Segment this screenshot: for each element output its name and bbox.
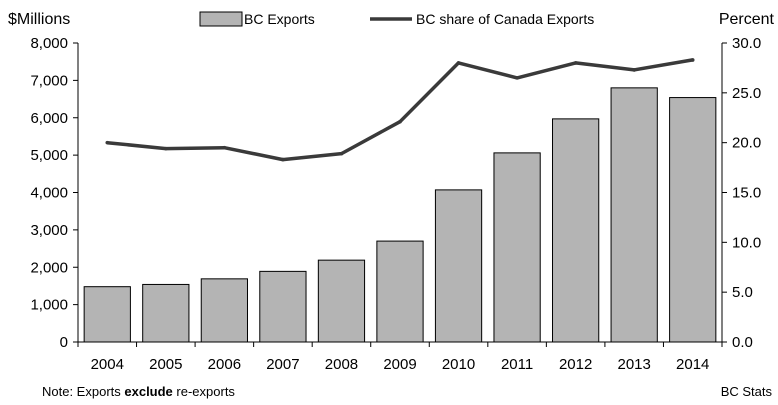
x-axis: 2004 2005 2006 2007 2008 2009 2010 2011 2012 2013…: [77, 342, 723, 373]
right-tick-label: 25.0: [732, 85, 761, 102]
share-point-2013: [632, 68, 636, 72]
x-tick-label: 2005: [149, 356, 182, 373]
footnote-bold: exclude: [124, 384, 172, 399]
share-point-2004: [105, 140, 110, 145]
share-point-2008: [339, 151, 344, 156]
line-series: [105, 58, 695, 162]
x-tick-label: 2008: [325, 356, 358, 373]
bar-2013: [610, 87, 658, 343]
x-tick-label: 2006: [208, 356, 241, 373]
bar-2012: [552, 118, 600, 343]
share-point-2011: [515, 76, 519, 80]
bar-2009: [376, 240, 424, 343]
x-tick-label: 2007: [266, 356, 299, 373]
bar-2010: [434, 189, 483, 343]
bar-2011: [493, 152, 541, 343]
right-tick-label: 30.0: [732, 35, 761, 52]
x-tick-label: 2012: [559, 356, 592, 373]
x-tick-label: 2004: [91, 356, 124, 373]
axes-frame: [77, 43, 723, 343]
left-tick-label: 1,000: [30, 297, 68, 314]
share-point-2006: [222, 145, 227, 150]
share-point-2005: [164, 146, 168, 151]
left-tick-label: 2,000: [30, 259, 68, 276]
footnote-prefix: Note: Exports: [42, 384, 124, 399]
bar-2014: [669, 97, 717, 343]
share-point-2009: [398, 119, 402, 124]
x-tick-label: 2014: [676, 356, 709, 373]
right-tick-label: 15.0: [732, 185, 761, 202]
left-tick-label: 3,000: [30, 222, 68, 239]
bar-2008: [317, 259, 366, 343]
x-tick-label: 2013: [617, 356, 650, 373]
share-point-2010: [456, 61, 461, 65]
right-axis: 0.0 5.0 10.0 15.0 20.0 25.0 30.0: [722, 35, 761, 351]
footnote-suffix: re-exports: [173, 384, 236, 399]
left-tick-label: 4,000: [30, 185, 68, 202]
left-tick-label: 5,000: [30, 147, 68, 164]
x-tick-label: 2009: [383, 356, 416, 373]
right-tick-label: 0.0: [732, 334, 753, 351]
legend-label-bar: BC Exports: [244, 11, 315, 27]
legend-swatch-bar: [199, 11, 243, 27]
right-tick-label: 5.0: [732, 284, 753, 301]
legend-label-line: BC share of Canada Exports: [416, 11, 594, 27]
footnote: Note: Exports exclude re-exports: [42, 384, 235, 399]
share-point-2014: [690, 58, 695, 62]
bar-series: [83, 87, 717, 343]
left-axis-title: $Millions: [8, 11, 70, 28]
left-tick-label: 6,000: [30, 110, 68, 127]
bar-2007: [259, 270, 307, 343]
bar-2005: [142, 283, 190, 343]
share-point-2007: [281, 157, 285, 162]
right-axis-title: Percent: [719, 11, 775, 28]
share-point-2012: [573, 61, 578, 65]
left-tick-label: 0: [60, 334, 68, 351]
bar-2004: [83, 286, 131, 343]
bar-2006: [200, 278, 248, 343]
left-tick-label: 8,000: [30, 35, 68, 52]
right-tick-label: 20.0: [732, 135, 761, 152]
left-axis: 0 1,000 2,000 3,000 4,000 5,000 6,000 7,000 8,00…: [30, 35, 78, 351]
left-tick-label: 7,000: [30, 72, 68, 89]
x-tick-label: 2011: [501, 356, 533, 373]
legend: BC Exports BC share of Canada Exports: [199, 11, 594, 27]
x-tick-label: 2010: [442, 356, 475, 373]
source-label: BC Stats: [721, 384, 773, 399]
right-tick-label: 10.0: [732, 234, 761, 251]
share-line: [107, 58, 693, 162]
